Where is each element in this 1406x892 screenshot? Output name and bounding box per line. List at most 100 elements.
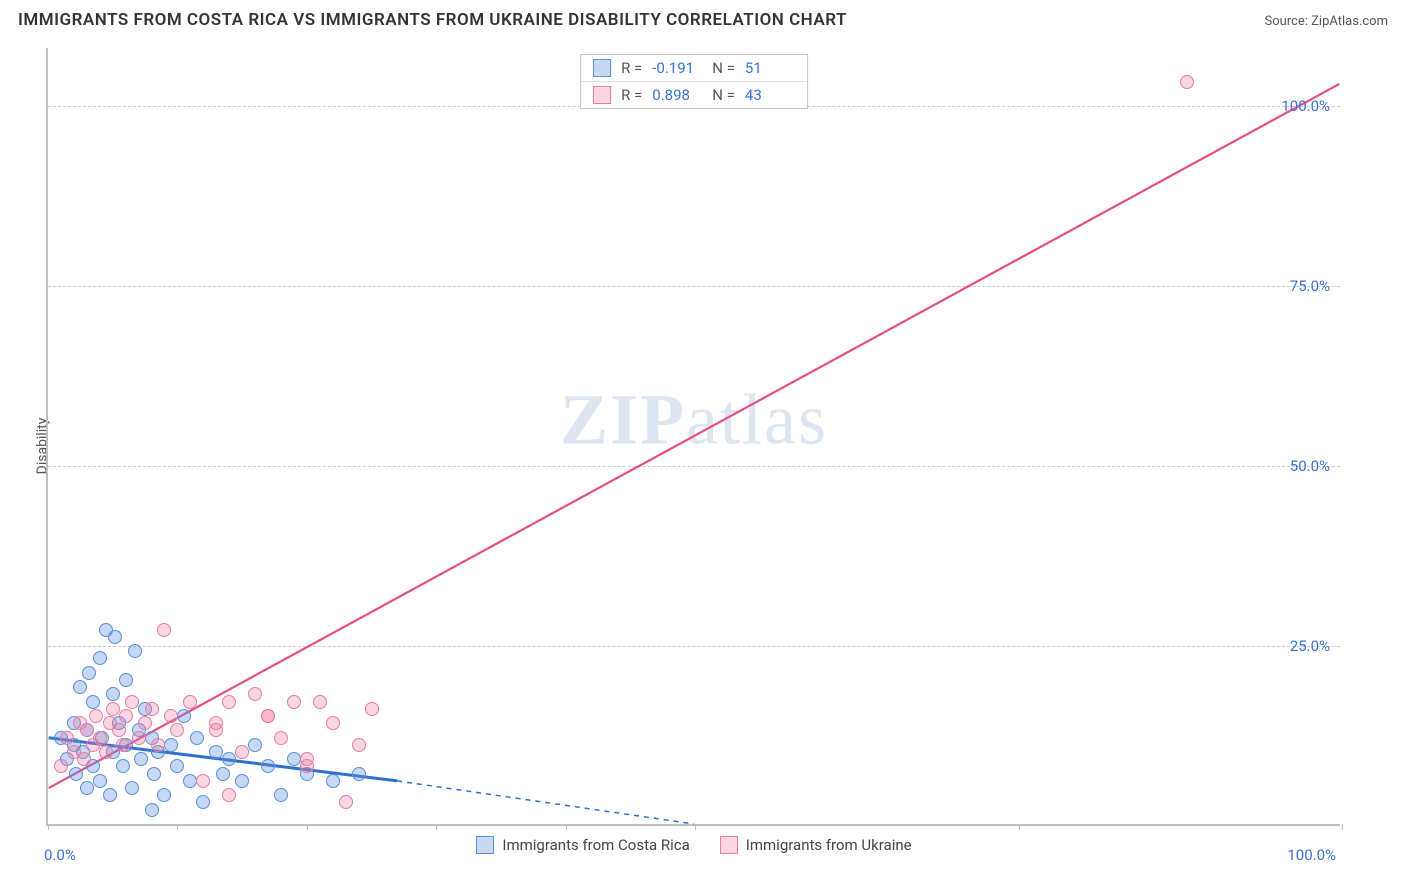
swatch-icon bbox=[593, 86, 611, 104]
data-point bbox=[106, 687, 120, 701]
data-point bbox=[138, 716, 152, 730]
data-point bbox=[93, 731, 107, 745]
data-point bbox=[183, 695, 197, 709]
data-point bbox=[216, 767, 230, 781]
data-point bbox=[1180, 75, 1194, 89]
data-point bbox=[157, 623, 171, 637]
data-point bbox=[365, 702, 379, 716]
data-point bbox=[222, 788, 236, 802]
chart-plot-area: ZIPatlas R = -0.191 N = 51 R = 0.898 N =… bbox=[46, 48, 1340, 826]
x-tick bbox=[48, 824, 49, 830]
data-point bbox=[80, 723, 94, 737]
grid-line bbox=[48, 646, 1340, 647]
data-point bbox=[119, 709, 133, 723]
data-point bbox=[261, 709, 275, 723]
watermark-text: ZIPatlas bbox=[560, 379, 828, 462]
data-point bbox=[209, 723, 223, 737]
data-point bbox=[125, 781, 139, 795]
data-point bbox=[145, 702, 159, 716]
n-value: 51 bbox=[745, 59, 795, 77]
x-tick bbox=[307, 824, 308, 830]
source-attribution: Source: ZipAtlas.com bbox=[1264, 14, 1388, 29]
data-point bbox=[248, 687, 262, 701]
data-point bbox=[54, 759, 68, 773]
legend-label: Immigrants from Costa Rica bbox=[502, 836, 689, 854]
y-tick-label: 100.0% bbox=[1281, 97, 1330, 115]
data-point bbox=[116, 738, 130, 752]
x-tick bbox=[1019, 824, 1020, 830]
data-point bbox=[326, 774, 340, 788]
data-point bbox=[82, 666, 96, 680]
legend-item-ukraine: Immigrants from Ukraine bbox=[720, 836, 912, 854]
data-point bbox=[352, 767, 366, 781]
data-point bbox=[274, 731, 288, 745]
grid-line bbox=[48, 286, 1340, 287]
data-point bbox=[89, 709, 103, 723]
y-tick-label: 25.0% bbox=[1290, 637, 1330, 655]
data-point bbox=[222, 752, 236, 766]
data-point bbox=[209, 745, 223, 759]
stats-legend-box: R = -0.191 N = 51 R = 0.898 N = 43 bbox=[580, 54, 808, 109]
data-point bbox=[326, 716, 340, 730]
data-point bbox=[170, 723, 184, 737]
x-tick bbox=[695, 824, 696, 830]
x-tick-label: 100.0% bbox=[1287, 846, 1336, 864]
data-point bbox=[261, 759, 275, 773]
data-point bbox=[339, 795, 353, 809]
legend-label: Immigrants from Ukraine bbox=[746, 836, 912, 854]
data-point bbox=[300, 759, 314, 773]
data-point bbox=[164, 738, 178, 752]
data-point bbox=[132, 731, 146, 745]
data-point bbox=[196, 795, 210, 809]
data-point bbox=[222, 695, 236, 709]
chart-title: IMMIGRANTS FROM COSTA RICA VS IMMIGRANTS… bbox=[18, 10, 847, 30]
x-tick bbox=[1342, 824, 1343, 830]
r-value: 0.898 bbox=[652, 86, 702, 104]
data-point bbox=[103, 788, 117, 802]
data-point bbox=[86, 695, 100, 709]
data-point bbox=[235, 745, 249, 759]
swatch-icon bbox=[476, 836, 494, 854]
data-point bbox=[93, 774, 107, 788]
data-point bbox=[190, 731, 204, 745]
data-point bbox=[145, 803, 159, 817]
data-point bbox=[80, 781, 94, 795]
data-point bbox=[60, 731, 74, 745]
legend-item-costa-rica: Immigrants from Costa Rica bbox=[476, 836, 689, 854]
data-point bbox=[164, 709, 178, 723]
data-point bbox=[248, 738, 262, 752]
series-legend: Immigrants from Costa Rica Immigrants fr… bbox=[48, 836, 1340, 854]
swatch-icon bbox=[720, 836, 738, 854]
data-point bbox=[108, 630, 122, 644]
data-point bbox=[99, 745, 113, 759]
y-tick-label: 50.0% bbox=[1290, 457, 1330, 475]
swatch-icon bbox=[593, 59, 611, 77]
data-point bbox=[112, 723, 126, 737]
data-point bbox=[106, 702, 120, 716]
r-value: -0.191 bbox=[652, 59, 702, 77]
data-point bbox=[287, 695, 301, 709]
grid-line bbox=[48, 466, 1340, 467]
data-point bbox=[134, 752, 148, 766]
x-tick bbox=[436, 824, 437, 830]
x-tick-label: 0.0% bbox=[44, 846, 76, 864]
data-point bbox=[287, 752, 301, 766]
data-point bbox=[128, 644, 142, 658]
data-point bbox=[151, 738, 165, 752]
stats-row-ukraine: R = 0.898 N = 43 bbox=[581, 81, 807, 108]
data-point bbox=[93, 651, 107, 665]
data-point bbox=[125, 695, 139, 709]
data-point bbox=[170, 759, 184, 773]
x-tick bbox=[566, 824, 567, 830]
x-tick bbox=[177, 824, 178, 830]
data-point bbox=[157, 788, 171, 802]
data-point bbox=[147, 767, 161, 781]
regression-lines bbox=[48, 48, 1340, 824]
data-point bbox=[69, 767, 83, 781]
data-point bbox=[352, 738, 366, 752]
data-point bbox=[183, 774, 197, 788]
stats-row-costa-rica: R = -0.191 N = 51 bbox=[581, 55, 807, 81]
data-point bbox=[235, 774, 249, 788]
data-point bbox=[177, 709, 191, 723]
n-value: 43 bbox=[745, 86, 795, 104]
